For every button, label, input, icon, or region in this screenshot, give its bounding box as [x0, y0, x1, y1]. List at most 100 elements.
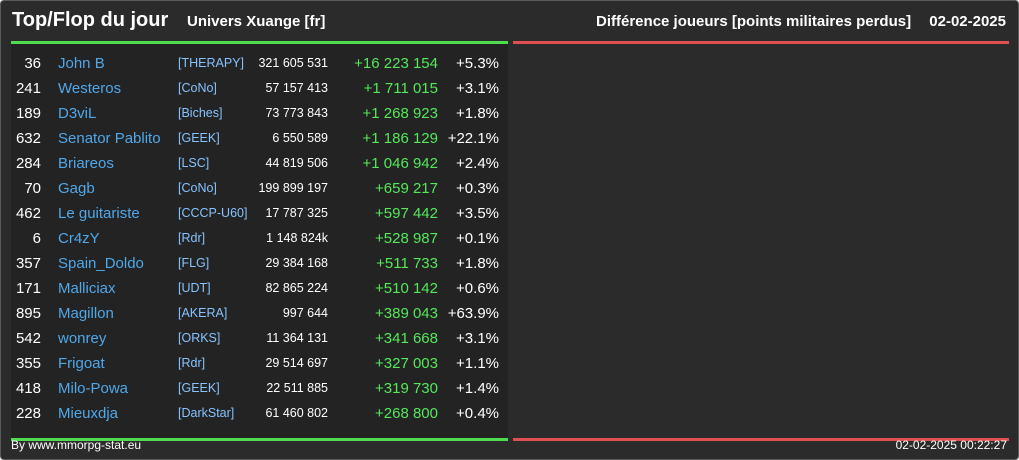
- percent-cell: +0.1%: [456, 230, 499, 247]
- rank-cell: 6: [32, 230, 41, 247]
- table-row: 418 Milo-Powa [GEEK] 22 511 885 +319 730 +1.4…: [11, 376, 508, 401]
- table-row: 284 Briareos [LSC] 44 819 506 +1 046 942 +2.4…: [11, 151, 508, 176]
- rank-cell: 36: [24, 55, 41, 72]
- player-name-link[interactable]: John B: [58, 55, 105, 72]
- table-row: 241 Westeros [CoNo] 57 157 413 +1 711 015 +3.…: [11, 76, 508, 101]
- difference-cell: +510 142: [375, 280, 438, 297]
- percent-cell: +0.3%: [456, 180, 499, 197]
- alliance-tag-link[interactable]: [DarkStar]: [178, 406, 235, 420]
- points-cell: 17 787 325: [265, 206, 328, 220]
- player-name-link[interactable]: Malliciax: [58, 280, 116, 297]
- player-name-link[interactable]: Westeros: [58, 80, 122, 97]
- points-cell: 199 899 197: [258, 181, 328, 195]
- table-row: 357 Spain_Doldo [FLG] 29 384 168 +511 733 +1.…: [11, 251, 508, 276]
- table-row: 542 wonrey [ORKS] 11 364 131 +341 668 +3.1%: [11, 326, 508, 351]
- player-name-link[interactable]: Mieuxdja: [58, 405, 119, 422]
- rank-cell: 284: [15, 155, 41, 172]
- difference-cell: +1 186 129: [362, 130, 439, 147]
- points-cell: 997 644: [282, 306, 328, 320]
- difference-cell: +1 046 942: [362, 155, 439, 172]
- alliance-tag-link[interactable]: [Biches]: [178, 106, 223, 120]
- player-name-link[interactable]: Gagb: [58, 180, 95, 197]
- percent-cell: +2.4%: [456, 155, 499, 172]
- player-name-link[interactable]: Magillon: [58, 305, 114, 322]
- table-row: 462 Le guitariste [CCCP-U60] 17 787 325 +597…: [11, 201, 508, 226]
- percent-cell: +22.1%: [447, 130, 499, 147]
- percent-cell: +3.5%: [456, 205, 499, 222]
- rank-cell: 189: [15, 105, 41, 122]
- alliance-tag-link[interactable]: [Rdr]: [178, 231, 206, 245]
- difference-cell: +389 043: [375, 305, 438, 322]
- table-row: 36 John B [THERAPY] 321 605 531 +16 223 154 +…: [11, 51, 508, 76]
- points-cell: 22 511 885: [266, 381, 328, 395]
- player-name-link[interactable]: D3viL: [58, 105, 97, 122]
- difference-cell: +1 268 923: [362, 105, 439, 122]
- player-name-link[interactable]: Senator Pablito: [58, 130, 161, 147]
- alliance-tag-link[interactable]: [UDT]: [178, 281, 211, 295]
- footer-credit[interactable]: By www.mmorpg-stat.eu: [11, 438, 142, 452]
- points-cell: 11 364 131: [266, 331, 328, 345]
- alliance-tag-link[interactable]: [ORKS]: [178, 331, 221, 345]
- table-row: 6 Cr4zY [Rdr] 1 148 824k +528 987 +0.1%: [11, 226, 508, 251]
- player-name-link[interactable]: Briareos: [58, 155, 114, 172]
- flop-panel: [513, 41, 1009, 441]
- rank-cell: 228: [15, 405, 41, 422]
- rank-cell: 70: [24, 180, 41, 197]
- alliance-tag-link[interactable]: [CCCP-U60]: [178, 206, 248, 220]
- top-list: 36 John B [THERAPY] 321 605 531 +16 223 154 +…: [11, 51, 508, 426]
- player-name-link[interactable]: Frigoat: [58, 355, 105, 372]
- percent-cell: +3.1%: [456, 80, 499, 97]
- percent-cell: +3.1%: [456, 330, 499, 347]
- difference-cell: +659 217: [375, 180, 438, 197]
- points-cell: 29 514 697: [265, 356, 328, 370]
- table-row: 228 Mieuxdja [DarkStar] 61 460 802 +268 800 +…: [11, 401, 508, 426]
- rank-cell: 171: [15, 280, 41, 297]
- rank-cell: 542: [15, 330, 41, 347]
- table-row: 632 Senator Pablito [GEEK] 6 550 589 +1 186 …: [11, 126, 508, 151]
- rank-cell: 632: [15, 130, 41, 147]
- alliance-tag-link[interactable]: [THERAPY]: [178, 56, 244, 70]
- rank-cell: 357: [15, 255, 41, 272]
- points-cell: 44 819 506: [265, 156, 328, 170]
- difference-cell: +597 442: [375, 205, 438, 222]
- player-name-link[interactable]: Cr4zY: [58, 230, 100, 247]
- points-cell: 73 773 843: [265, 106, 328, 120]
- alliance-tag-link[interactable]: [LSC]: [178, 156, 210, 170]
- percent-cell: +1.1%: [456, 355, 499, 372]
- alliance-tag-link[interactable]: [FLG]: [178, 256, 210, 270]
- alliance-tag-link[interactable]: [CoNo]: [178, 81, 217, 95]
- universe-subtitle: Univers Xuange [fr]: [187, 13, 326, 30]
- alliance-tag-link[interactable]: [GEEK]: [178, 131, 220, 145]
- table-row: 355 Frigoat [Rdr] 29 514 697 +327 003 +1.1%: [11, 351, 508, 376]
- metric-label: Différence joueurs [points militaires pe…: [596, 13, 912, 30]
- points-cell: 82 865 224: [265, 281, 328, 295]
- alliance-tag-link[interactable]: [CoNo]: [178, 181, 217, 195]
- player-name-link[interactable]: Le guitariste: [58, 205, 140, 222]
- difference-cell: +319 730: [375, 380, 438, 397]
- percent-cell: +1.4%: [456, 380, 499, 397]
- percent-cell: +5.3%: [456, 55, 499, 72]
- percent-cell: +1.8%: [456, 255, 499, 272]
- points-cell: 29 384 168: [265, 256, 328, 270]
- rank-cell: 355: [15, 355, 41, 372]
- player-name-link[interactable]: Spain_Doldo: [58, 255, 144, 272]
- page-title: Top/Flop du jour: [12, 9, 169, 31]
- alliance-tag-link[interactable]: [Rdr]: [178, 356, 206, 370]
- difference-cell: +327 003: [375, 355, 438, 372]
- table-row: 171 Malliciax [UDT] 82 865 224 +510 142 +0.6%: [11, 276, 508, 301]
- difference-cell: +511 733: [376, 255, 438, 272]
- table-row: 189 D3viL [Biches] 73 773 843 +1 268 923 +1.8…: [11, 101, 508, 126]
- rank-cell: 241: [15, 80, 41, 97]
- rank-cell: 462: [15, 205, 41, 222]
- player-name-link[interactable]: wonrey: [58, 330, 107, 347]
- points-cell: 1 148 824k: [266, 231, 328, 245]
- alliance-tag-link[interactable]: [GEEK]: [178, 381, 220, 395]
- table-row: 70 Gagb [CoNo] 199 899 197 +659 217 +0.3%: [11, 176, 508, 201]
- percent-cell: +0.4%: [456, 405, 499, 422]
- rank-cell: 418: [15, 380, 41, 397]
- points-cell: 321 605 531: [258, 56, 328, 70]
- rank-cell: 895: [15, 305, 41, 322]
- points-cell: 61 460 802: [265, 406, 328, 420]
- player-name-link[interactable]: Milo-Powa: [58, 380, 129, 397]
- alliance-tag-link[interactable]: [AKERA]: [178, 306, 228, 320]
